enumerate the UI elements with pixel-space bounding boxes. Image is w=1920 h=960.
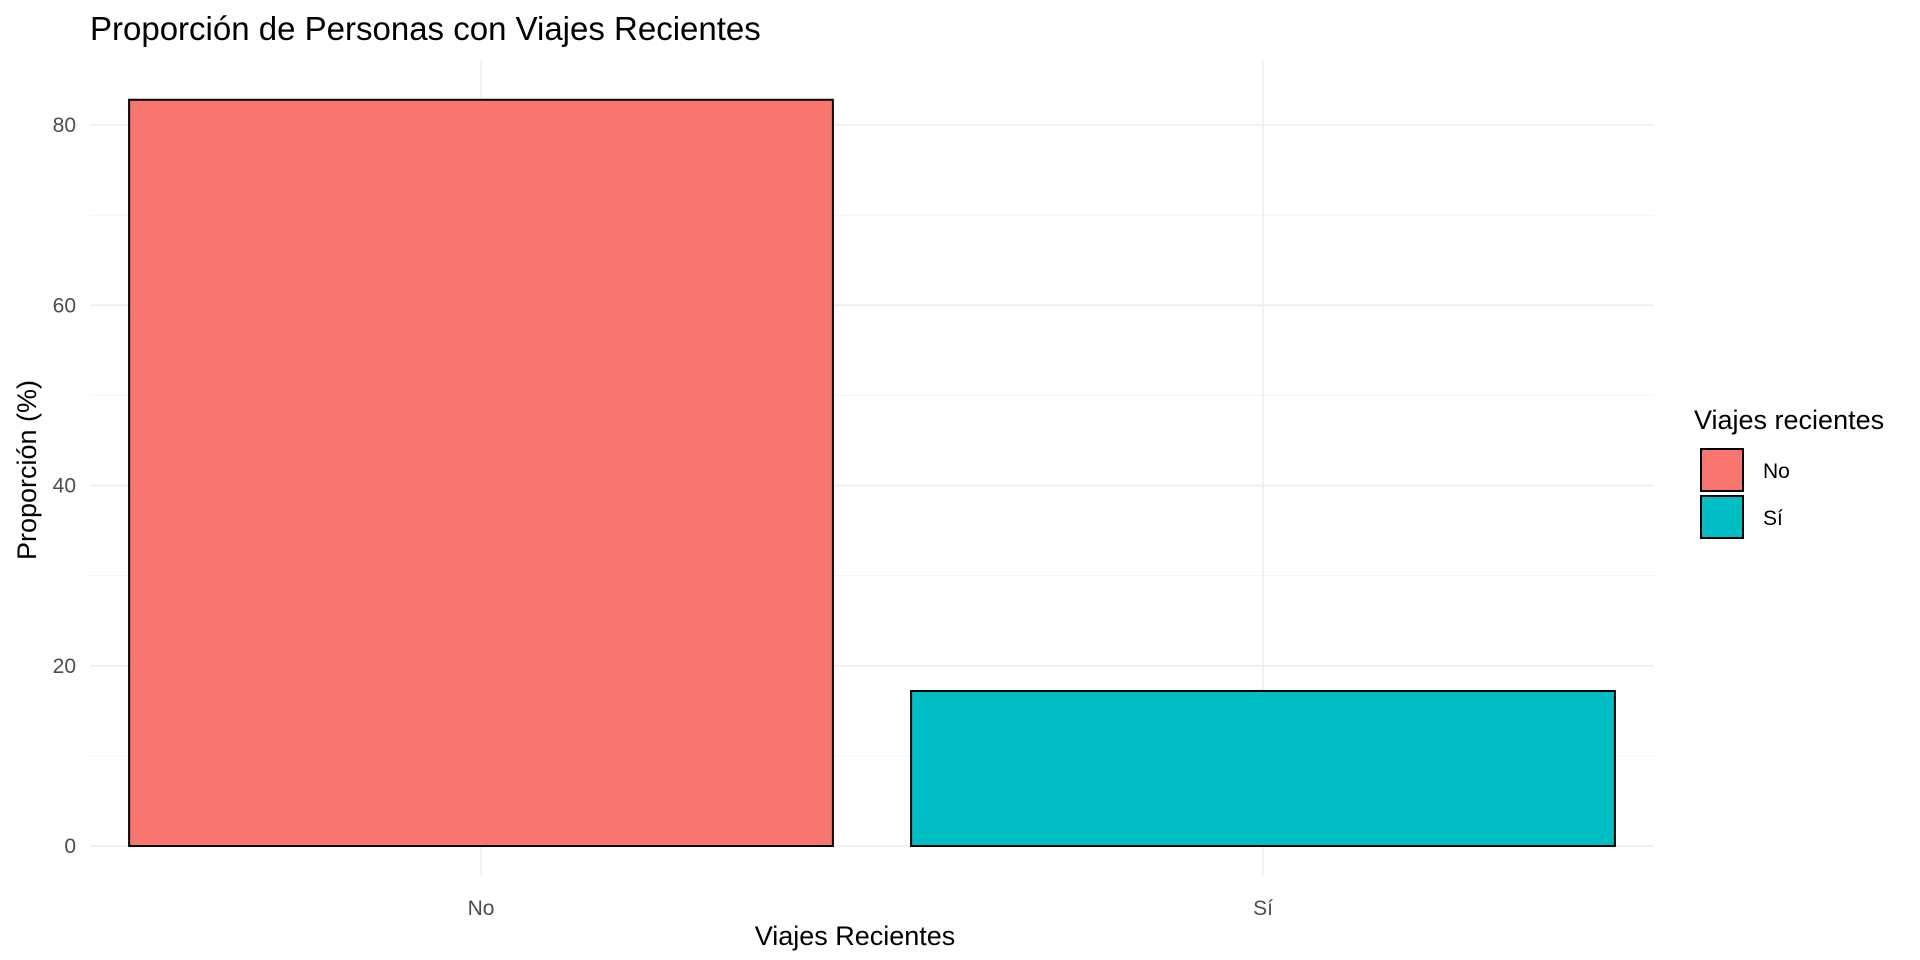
y-tick-label: 60 [53, 294, 76, 317]
bar-no [128, 98, 834, 847]
legend-items: No Sí [1700, 448, 1790, 539]
y-tick-label: 0 [64, 835, 76, 858]
x-tick-label: Sí [1253, 897, 1273, 920]
legend-label: Sí [1763, 507, 1783, 530]
chart-title: Proporción de Personas con Viajes Recien… [90, 10, 761, 47]
y-axis-ticks: 0 20 40 60 80 [53, 114, 76, 858]
legend-title: Viajes recientes [1694, 405, 1884, 435]
legend: Viajes recientes No Sí [1694, 405, 1884, 539]
bar-sí [910, 689, 1616, 847]
y-tick-label: 40 [53, 475, 76, 498]
legend-key-2 [1700, 495, 1744, 539]
y-tick-label: 20 [53, 655, 76, 678]
x-tick-label: No [468, 897, 495, 920]
bars [128, 98, 1616, 847]
legend-key-1 [1700, 448, 1744, 492]
x-axis-ticks: No Sí [468, 897, 1274, 920]
y-axis-title: Proporción (%) [12, 380, 42, 560]
y-tick-label: 80 [53, 114, 76, 137]
x-axis-title: Viajes Recientes [755, 921, 956, 951]
legend-label: No [1763, 460, 1790, 483]
